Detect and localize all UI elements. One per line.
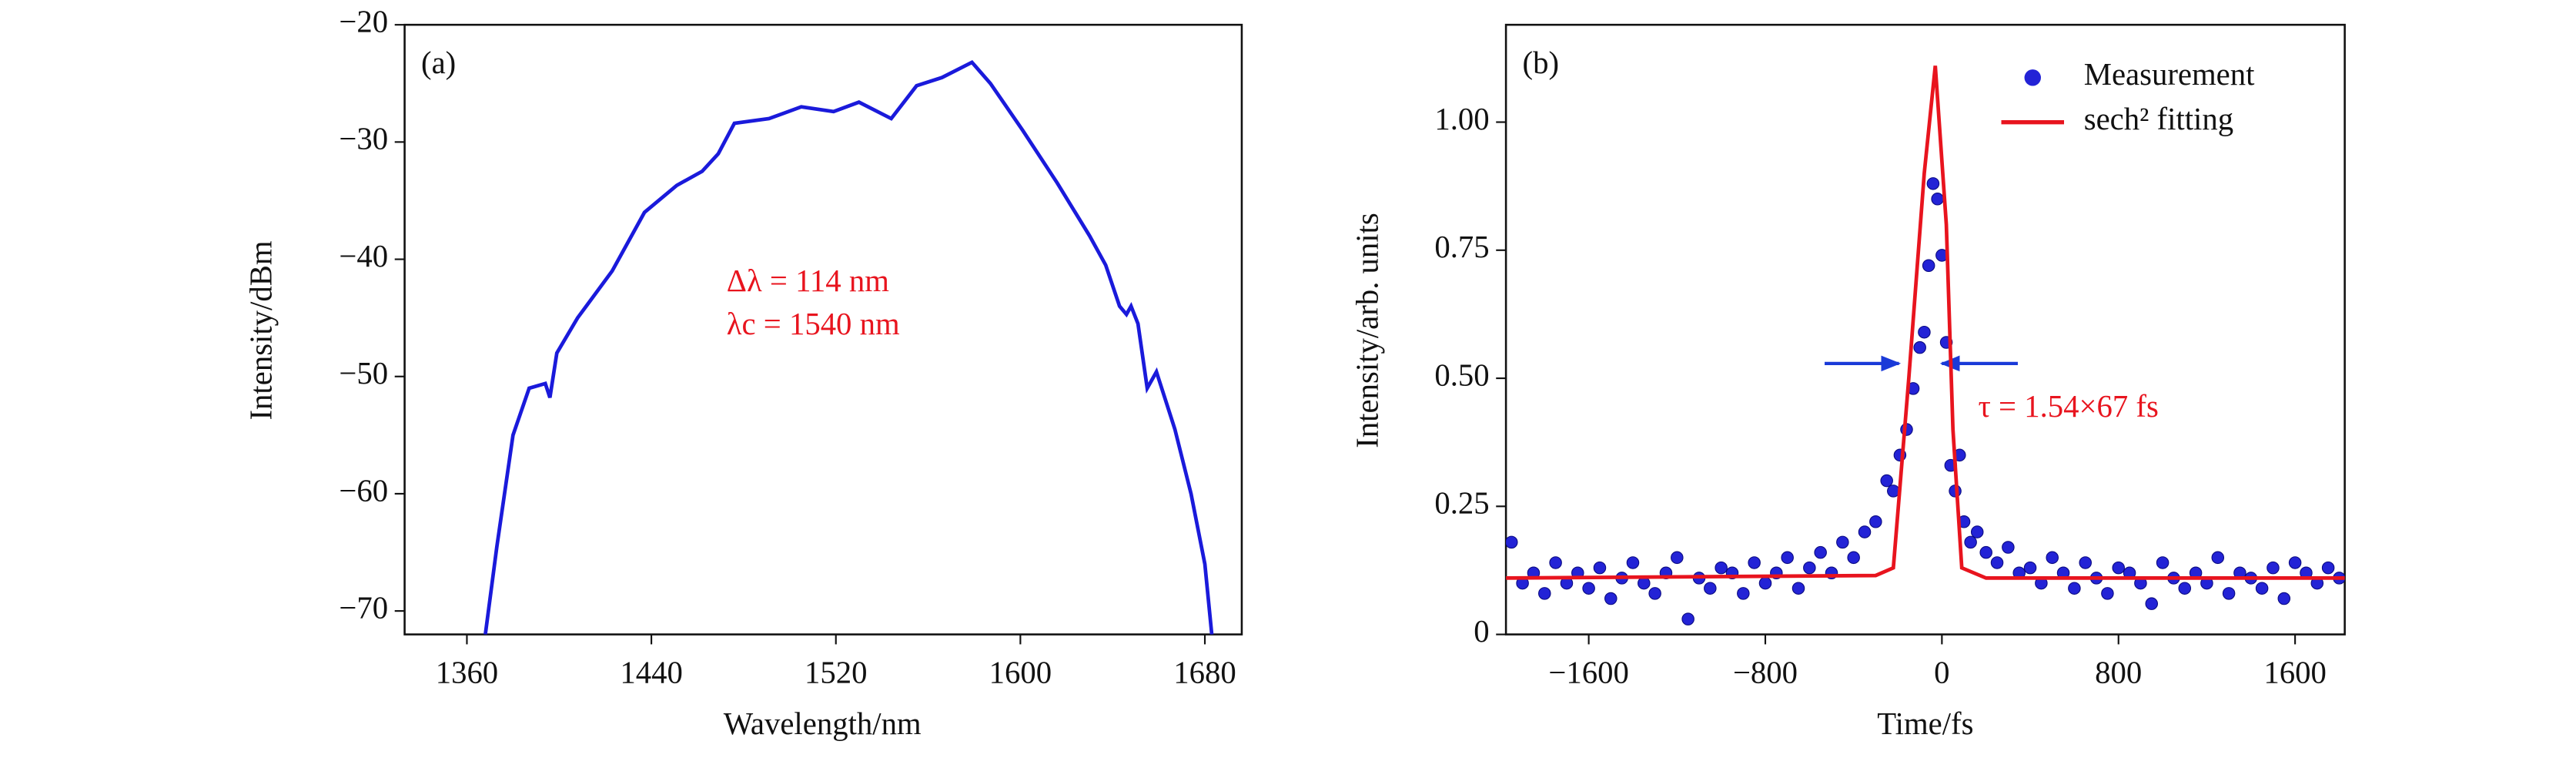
data-point (1990, 556, 2004, 569)
y-tick-label: 0.25 (1434, 486, 1489, 521)
data-point (1964, 535, 1977, 549)
data-point (1715, 561, 1728, 575)
legend-label: Measurement (2084, 57, 2255, 92)
data-line (483, 59, 1214, 635)
data-point (1593, 561, 1607, 575)
annotation: λc = 1540 nm (727, 307, 900, 341)
data-point (1648, 587, 1661, 600)
plot-frame (403, 23, 1243, 636)
x-tick-label: 1600 (2263, 656, 2326, 690)
annotation: Δλ = 114 nm (727, 263, 889, 298)
data-point (1970, 525, 1984, 538)
data-point (2079, 556, 2092, 569)
data-point (2211, 551, 2225, 565)
data-point (2023, 561, 2037, 575)
data-point (1814, 545, 1827, 559)
data-point (1926, 177, 1940, 190)
annotation: τ = 1.54×67 fs (1978, 389, 2158, 424)
data-point (1836, 535, 1849, 549)
data-point (1671, 551, 1684, 565)
data-point (1506, 535, 1518, 549)
data-point (1748, 556, 1761, 569)
data-point (1626, 556, 1640, 569)
data-point (1638, 576, 1651, 590)
x-axis-label: Time/fs (1877, 706, 1973, 741)
x-tick-label: 0 (1934, 656, 1949, 690)
x-axis-label: Wavelength/nm (724, 706, 922, 741)
y-tick-label: 1.00 (1434, 102, 1489, 136)
data-point (1781, 551, 1794, 565)
data-point (1538, 587, 1551, 600)
y-tick-label: −50 (339, 356, 388, 391)
data-point (1913, 340, 1926, 354)
data-point (2255, 582, 2269, 595)
data-point (1803, 561, 1816, 575)
data-point (2178, 582, 2192, 595)
panel-label: (b) (1523, 45, 1560, 80)
data-point (1549, 556, 1562, 569)
legend-label: sech² fitting (2084, 102, 2233, 136)
panel-label: (a) (421, 45, 456, 80)
x-tick-label: 1600 (989, 656, 1052, 690)
plot-area (1506, 65, 2345, 626)
y-tick-label: −70 (339, 590, 388, 625)
y-tick-label: −40 (339, 239, 388, 273)
data-point (2277, 592, 2291, 605)
data-point (2145, 597, 2159, 610)
data-point (1681, 612, 1694, 626)
data-point (1758, 576, 1772, 590)
data-point (1979, 545, 1992, 559)
data-point (1918, 325, 1931, 339)
x-tick-label: 1440 (620, 656, 682, 690)
data-point (2112, 561, 2125, 575)
data-point (2046, 551, 2059, 565)
data-point (1869, 515, 1882, 528)
data-point (2321, 561, 2335, 575)
legend: Measurement sech² fitting (2001, 57, 2255, 136)
plot-area (483, 59, 1214, 635)
data-line (1506, 65, 2345, 580)
y-axis-label: Intensity/dBm (244, 240, 279, 420)
data-point (1922, 259, 1935, 272)
y-tick-label: 0.75 (1434, 230, 1489, 264)
x-tick-label: 1360 (436, 656, 498, 690)
y-tick-label: −20 (339, 5, 388, 39)
x-tick-label: −800 (1733, 656, 1798, 690)
data-point (1737, 587, 1750, 600)
y-axis-label: Intensity/arb. units (1350, 213, 1385, 448)
data-point (1791, 582, 1805, 595)
data-point (2002, 541, 2015, 554)
data-point (1858, 525, 1872, 538)
data-point (2288, 556, 2302, 569)
data-point (2222, 587, 2236, 600)
x-tick-label: −1600 (1548, 656, 1628, 690)
data-point (2101, 587, 2114, 600)
data-point (1582, 582, 1595, 595)
data-point (1931, 193, 1944, 206)
data-point (1604, 592, 1618, 605)
data-point (2267, 561, 2280, 575)
data-point (1880, 474, 1893, 488)
y-tick-label: 0.50 (1434, 357, 1489, 392)
x-tick-label: 1680 (1173, 656, 1236, 690)
data-point (1704, 582, 1717, 595)
plot-frame (1504, 23, 2346, 636)
data-point (2068, 582, 2081, 595)
legend-swatch (2024, 69, 2041, 86)
y-tick-label: 0 (1474, 614, 1489, 649)
y-tick-label: −60 (339, 473, 388, 508)
y-tick-label: −30 (339, 122, 388, 156)
data-point (2156, 556, 2170, 569)
x-tick-label: 800 (2095, 656, 2142, 690)
data-point (1847, 551, 1860, 565)
x-tick-label: 1520 (805, 656, 867, 690)
